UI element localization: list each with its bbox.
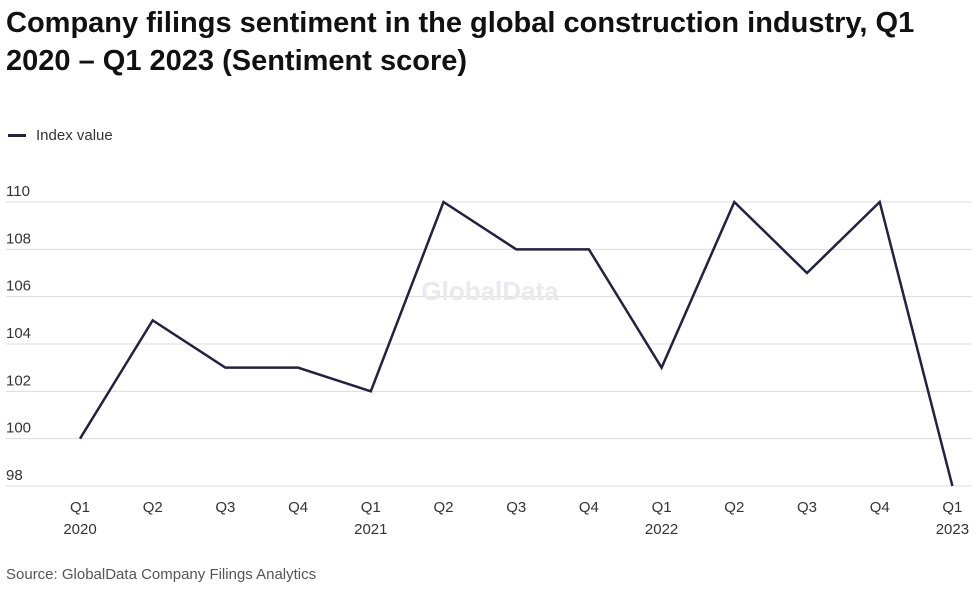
x-tick-label-7: Q4 <box>579 499 599 516</box>
x-tick-label-12: Q1 <box>942 499 962 516</box>
source-note: Source: GlobalData Company Filings Analy… <box>6 566 317 583</box>
series-layer <box>78 199 954 487</box>
legend-swatch <box>8 134 26 137</box>
x-tick-label-2: Q3 <box>215 499 235 516</box>
x-tick-label-6: Q3 <box>506 499 526 516</box>
y-tick-label-98: 98 <box>6 467 23 484</box>
x-tick-label-1: Q2 <box>143 499 163 516</box>
y-tick-label-108: 108 <box>6 230 31 247</box>
x-tick-label-11: Q4 <box>870 499 890 516</box>
x-tick-year-12: 2023 <box>936 521 969 538</box>
y-tick-label-102: 102 <box>6 372 31 389</box>
x-tick-label-0: Q1 <box>70 499 90 516</box>
y-tick-label-100: 100 <box>6 420 31 437</box>
x-tick-label-8: Q1 <box>652 499 672 516</box>
x-tick-label-4: Q1 <box>361 499 381 516</box>
x-tick-year-4: 2021 <box>354 521 387 538</box>
y-tick-label-106: 106 <box>6 278 31 295</box>
y-tick-label-104: 104 <box>6 325 31 342</box>
legend-label: Index value <box>36 127 113 144</box>
x-tick-label-3: Q4 <box>288 499 308 516</box>
line-chart: GlobalData 98 100 102 104 106 108 110 Q1 2020 Q2… <box>6 183 972 538</box>
x-tick-year-0: 2020 <box>63 521 96 538</box>
x-tick-label-10: Q3 <box>797 499 817 516</box>
y-tick-label-110: 110 <box>6 183 30 200</box>
x-tick-label-5: Q2 <box>433 499 453 516</box>
legend: Index value <box>8 127 113 144</box>
x-tick-year-8: 2022 <box>645 521 678 538</box>
chart-title: Company filings sentiment in the global … <box>6 7 915 77</box>
watermark: GlobalData <box>421 276 559 306</box>
grid-layer <box>6 201 972 487</box>
y-axis: 98 100 102 104 106 108 110 <box>6 183 31 484</box>
x-axis: Q1 2020 Q2 Q3 Q4 Q1 2021 Q2 Q3 Q4 Q1 2022 Q2 Q3 Q4 Q1 20… <box>63 499 969 538</box>
x-tick-label-9: Q2 <box>724 499 744 516</box>
